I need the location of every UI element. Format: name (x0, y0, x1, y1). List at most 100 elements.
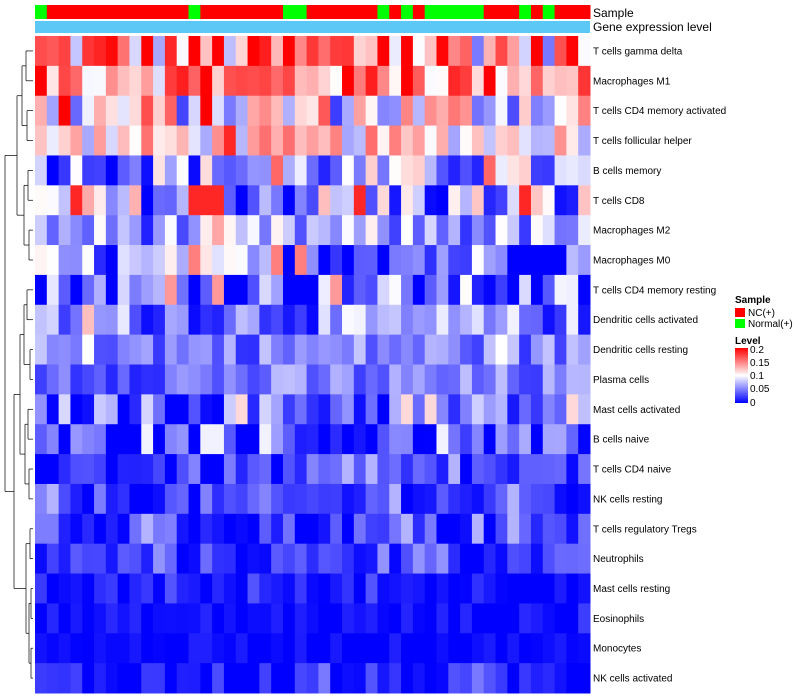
heatmap-cell (212, 245, 225, 276)
heatmap-cell (164, 454, 178, 485)
heatmap-cell (176, 274, 190, 306)
heatmap-cell (58, 65, 71, 97)
heatmap-cell (46, 483, 60, 515)
heatmap-cell (153, 125, 166, 156)
heatmap-cell (129, 633, 142, 664)
heatmap-cell (176, 663, 190, 694)
heatmap-cell (247, 573, 260, 604)
heatmap-cell (483, 125, 497, 156)
sample-annotation-cell (58, 5, 71, 19)
heatmap-cell (46, 274, 60, 306)
heatmap-cell (483, 663, 497, 694)
heatmap-cell (176, 543, 190, 575)
legend-label-nc: NC(+) (748, 308, 775, 319)
heatmap-cell (330, 513, 343, 545)
sample-annotation-cell (365, 5, 378, 19)
heatmap-cell (105, 245, 119, 276)
heatmap-cell (247, 633, 260, 664)
heatmap-cell (318, 155, 331, 186)
heatmap-cell (330, 155, 343, 186)
heatmap-cell (353, 304, 367, 336)
heatmap-cell (82, 483, 95, 515)
heatmap-cell (424, 364, 437, 395)
heatmap-cell (507, 424, 520, 455)
heatmap-cell (105, 663, 119, 694)
heatmap-cell (70, 454, 83, 485)
heatmap-cell (212, 364, 225, 395)
heatmap-cell (212, 334, 225, 365)
heatmap-cell (377, 513, 390, 545)
heatmap-cell (141, 245, 154, 276)
heatmap-cell (271, 573, 284, 604)
row-label: Monocytes (593, 644, 641, 655)
heatmap-cell (365, 125, 378, 156)
sample-annotation-cell (401, 5, 414, 19)
heatmap-cell (554, 633, 567, 664)
heatmap-cell (306, 424, 319, 455)
heatmap-cell (554, 274, 567, 306)
heatmap-cell (389, 95, 402, 127)
heatmap-cell (141, 215, 154, 246)
heatmap-cell (424, 36, 437, 67)
sample-annotation-cell (141, 5, 154, 19)
heatmap-cell (507, 543, 520, 575)
heatmap-cell (82, 513, 95, 545)
heatmap-cell (271, 424, 284, 455)
heatmap-cell (141, 185, 154, 216)
heatmap-cell (424, 215, 437, 246)
heatmap-cell (436, 334, 449, 365)
heatmap-cell (58, 364, 71, 395)
heatmap-cell (471, 334, 485, 365)
heatmap-cell (353, 274, 367, 306)
row-label: Macrophages M0 (593, 255, 671, 266)
heatmap-cell (519, 394, 532, 425)
heatmap-cell (483, 36, 497, 67)
heatmap-cell (282, 424, 296, 455)
heatmap-cell (282, 274, 296, 306)
heatmap-cell (330, 364, 343, 395)
row-label: B cells memory (593, 166, 661, 177)
heatmap-cell (105, 483, 119, 515)
heatmap-cell (105, 573, 119, 604)
heatmap-cell (542, 424, 556, 455)
heatmap-cell (223, 394, 237, 425)
heatmap-cell (247, 95, 260, 127)
heatmap-cell (105, 543, 119, 575)
sample-annotation-cell (188, 5, 201, 19)
sample-annotation-cell (424, 5, 437, 19)
heatmap-cell (235, 304, 249, 336)
heatmap-cell (377, 603, 390, 634)
heatmap-cell (495, 155, 508, 186)
heatmap-cell (483, 513, 497, 545)
heatmap-cell (412, 36, 426, 67)
row-label: Macrophages M2 (593, 226, 671, 237)
heatmap-cell (235, 36, 249, 67)
heatmap-cell (282, 215, 296, 246)
sample-annotation-cell (235, 5, 249, 19)
heatmap-cell (70, 155, 83, 186)
heatmap-cell (412, 304, 426, 336)
heatmap-cell (471, 185, 485, 216)
heatmap-cell (578, 245, 591, 276)
heatmap-cell (188, 394, 201, 425)
heatmap-cell (389, 304, 402, 336)
heatmap-cell (294, 394, 308, 425)
heatmap-cell (519, 95, 532, 127)
heatmap-cell (94, 95, 107, 127)
heatmap-cell (223, 454, 237, 485)
heatmap-cell (70, 483, 83, 515)
heatmap-cell (235, 573, 249, 604)
heatmap-cell (460, 543, 473, 575)
heatmap-cell (223, 36, 237, 67)
heatmap-cell (448, 304, 461, 336)
heatmap-cell (247, 663, 260, 694)
heatmap-cell (259, 95, 272, 127)
heatmap-cell (448, 155, 461, 186)
heatmap-cell (58, 663, 71, 694)
sample-annotation-cell (306, 5, 319, 19)
heatmap-cell (235, 513, 249, 545)
heatmap-cell (46, 185, 60, 216)
heatmap-cell (46, 125, 60, 156)
heatmap-cell (578, 543, 591, 575)
heatmap-cell (282, 543, 296, 575)
